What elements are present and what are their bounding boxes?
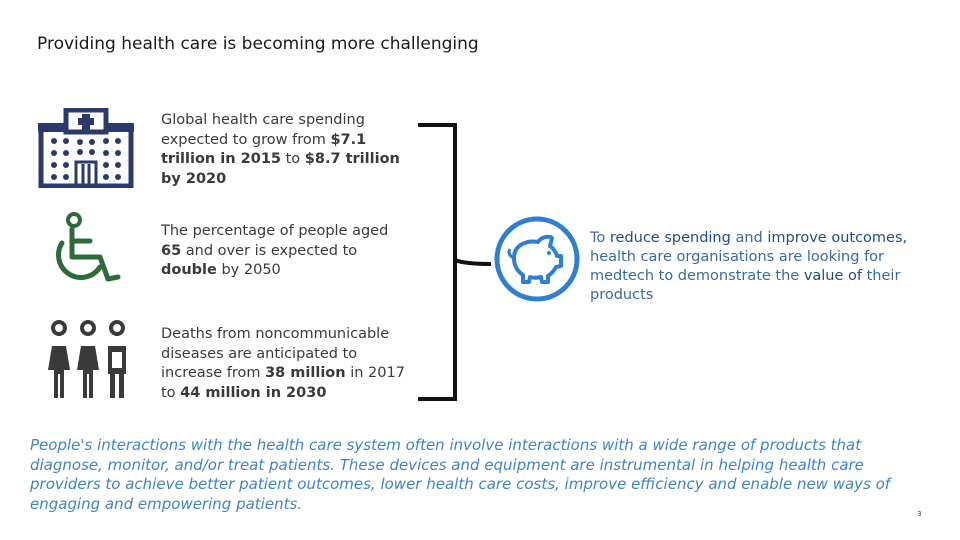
stat-highlight: $8.7 trillion by 2020	[161, 151, 400, 187]
stat-text: The percentage of people aged	[161, 223, 389, 239]
stat-highlight: $7.1 trillion in 2015	[161, 131, 367, 168]
stat-highlight: double	[161, 262, 217, 278]
conclusion-part: To	[590, 230, 610, 246]
stat-text: Deaths from noncommunicable diseases are…	[161, 326, 390, 381]
conclusion-text: To reduce spending and improve outcomes,…	[590, 229, 920, 305]
stat-highlight: 44 million in 2030	[180, 384, 327, 401]
stat-ageing: The percentage of people aged 65 and ove…	[161, 222, 411, 281]
people-icon	[48, 320, 126, 398]
stat-text: by 2050	[216, 262, 281, 278]
stat-spending: Global health care spending expected to …	[161, 111, 411, 189]
conclusion-highlight: reduce spending	[609, 230, 731, 246]
conclusion-highlight: improve outcomes,	[767, 230, 908, 246]
conclusion-highlight: value of	[803, 268, 863, 284]
conclusion-part: their products	[590, 268, 901, 303]
page-title: Providing health care is becoming more c…	[37, 34, 479, 54]
footer-note: People's interactions with the health ca…	[30, 436, 891, 513]
stat-highlight: 38 million	[265, 365, 346, 381]
stat-text: to	[281, 151, 305, 167]
page-number: 3	[917, 510, 922, 518]
stat-text: in 2017 to	[161, 365, 405, 401]
bracket-connector	[418, 123, 492, 401]
conclusion-part: health care organisations are looking fo…	[590, 249, 885, 284]
hospital-icon	[38, 108, 134, 188]
stat-text: Global health care spending expected to …	[161, 112, 365, 148]
stat-highlight: 65	[161, 242, 182, 259]
wheelchair-icon	[56, 212, 121, 282]
piggy-bank-icon	[494, 216, 580, 302]
conclusion-part: and	[730, 230, 768, 246]
stat-ncd-deaths: Deaths from noncommunicable diseases are…	[161, 325, 411, 403]
stat-text: and over is expected to	[181, 242, 358, 259]
